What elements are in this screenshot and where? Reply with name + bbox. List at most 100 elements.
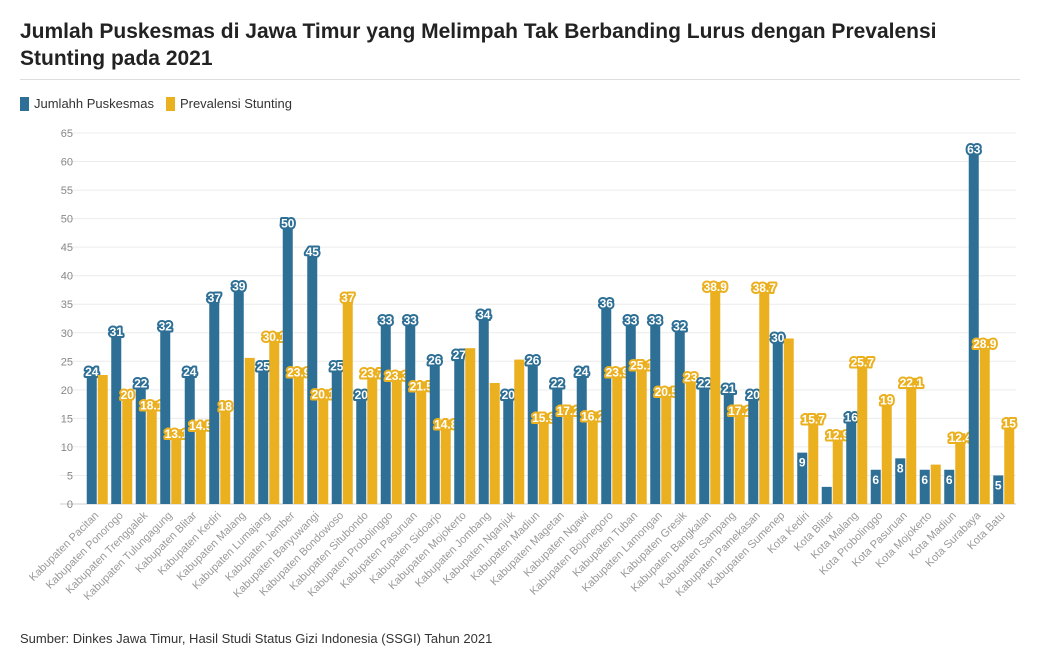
bar-puskesmas (331, 361, 342, 504)
bar-stunting (244, 357, 255, 504)
bar-puskesmas (576, 367, 587, 504)
bar-stunting (97, 375, 108, 504)
data-label-stunting: 16.2 (581, 410, 605, 424)
bar-stunting (293, 367, 304, 504)
data-label-stunting: 20.1 (312, 387, 336, 401)
y-tick-label: 35 (61, 299, 73, 311)
bar-puskesmas (895, 458, 906, 504)
bar-puskesmas (944, 469, 955, 504)
data-label-stunting: 17.2 (557, 404, 581, 418)
data-label-stunting: 23 (684, 371, 698, 385)
data-label-puskesmas: 33 (404, 314, 418, 328)
bar-stunting (563, 405, 574, 504)
bar-stunting (906, 377, 917, 504)
bar-puskesmas (429, 355, 440, 504)
data-label-puskesmas: 31 (110, 325, 124, 339)
bar-puskesmas (454, 349, 465, 504)
bar-puskesmas (968, 144, 979, 504)
data-label-stunting: 28.9 (973, 337, 997, 351)
data-label-stunting: 23.9 (606, 366, 630, 380)
bar-stunting (734, 405, 745, 504)
data-label-stunting: 19 (880, 394, 894, 408)
bar-puskesmas (625, 315, 636, 504)
y-tick-label: 45 (61, 242, 73, 254)
data-label-stunting: 23.9 (287, 366, 311, 380)
bar-puskesmas (380, 315, 391, 504)
legend-item-puskesmas[interactable]: Jumlahh Puskesmas (20, 96, 154, 111)
bar-stunting (269, 332, 280, 504)
bar-stunting (661, 386, 672, 504)
data-label-stunting: 21.5 (410, 379, 434, 393)
bar-puskesmas (723, 384, 734, 504)
bar-stunting (538, 413, 549, 504)
bar-stunting (685, 372, 696, 504)
bar-puskesmas (919, 469, 930, 504)
data-label-puskesmas: 32 (159, 319, 173, 333)
data-label-puskesmas: 34 (477, 308, 491, 322)
data-label-puskesmas: 37 (208, 291, 222, 305)
bar-stunting (391, 371, 402, 504)
bar-puskesmas (478, 309, 489, 504)
bar-puskesmas (601, 298, 612, 504)
data-label-puskesmas: 26 (526, 354, 540, 368)
data-label-stunting: 15 (1003, 416, 1017, 430)
data-label-stunting: 23.7 (361, 367, 385, 381)
bar-puskesmas (797, 452, 808, 504)
bar-stunting (783, 338, 794, 504)
data-label-puskesmas: 45 (306, 245, 320, 259)
data-label-stunting: 12.9 (826, 428, 850, 442)
bar-puskesmas (993, 475, 1004, 504)
data-label-puskesmas: 63 (967, 142, 981, 156)
y-tick-label: 65 (61, 128, 73, 140)
data-label-puskesmas: 6 (872, 473, 879, 487)
data-label-stunting: 25.7 (851, 355, 875, 369)
bar-stunting (342, 292, 353, 504)
data-label-puskesmas: 33 (379, 314, 393, 328)
bar-stunting (122, 389, 133, 504)
bar-stunting (881, 395, 892, 504)
bar-puskesmas (209, 292, 220, 504)
legend-label-puskesmas: Jumlahh Puskesmas (34, 96, 154, 111)
bar-stunting (146, 400, 157, 504)
data-label-puskesmas: 22 (698, 376, 712, 390)
data-label-puskesmas: 26 (428, 354, 442, 368)
bar-puskesmas (160, 321, 171, 504)
data-label-stunting: 17.2 (728, 404, 752, 418)
data-label-puskesmas: 24 (183, 365, 197, 379)
bar-stunting (955, 433, 966, 504)
y-tick-label: 25 (61, 356, 73, 368)
data-label-puskesmas: 30 (771, 331, 785, 345)
bar-stunting (416, 381, 427, 504)
y-tick-label: 60 (61, 157, 73, 169)
data-label-puskesmas: 22 (134, 376, 148, 390)
data-label-puskesmas: 36 (600, 297, 614, 311)
bar-puskesmas (111, 327, 122, 504)
legend-swatch-puskesmas (20, 96, 29, 111)
data-label-stunting: 14.8 (434, 418, 458, 432)
data-label-puskesmas: 33 (624, 314, 638, 328)
data-label-stunting: 37 (341, 291, 355, 305)
title-divider (20, 79, 1020, 80)
bar-stunting (318, 389, 329, 504)
bar-stunting (220, 401, 231, 504)
bar-puskesmas (233, 281, 244, 504)
bar-puskesmas (748, 389, 759, 504)
bar-puskesmas (772, 332, 783, 504)
y-tick-label: 20 (61, 385, 73, 397)
data-label-stunting: 18.1 (140, 399, 164, 413)
bar-stunting (930, 464, 941, 504)
data-label-stunting: 22.1 (900, 376, 924, 390)
data-label-stunting: 38.7 (753, 281, 777, 295)
data-label-stunting: 12.4 (949, 431, 973, 445)
y-tick-label: 40 (61, 271, 73, 283)
bar-puskesmas (503, 389, 514, 504)
data-label-stunting: 20 (121, 388, 135, 402)
data-label-stunting: 15.7 (802, 412, 826, 426)
bar-stunting (1004, 418, 1015, 504)
bar-puskesmas (135, 378, 146, 504)
data-label-puskesmas: 27 (453, 348, 467, 362)
y-tick-label: 30 (61, 328, 73, 340)
legend-item-stunting[interactable]: Prevalensi Stunting (165, 96, 292, 111)
bar-puskesmas (86, 367, 97, 504)
